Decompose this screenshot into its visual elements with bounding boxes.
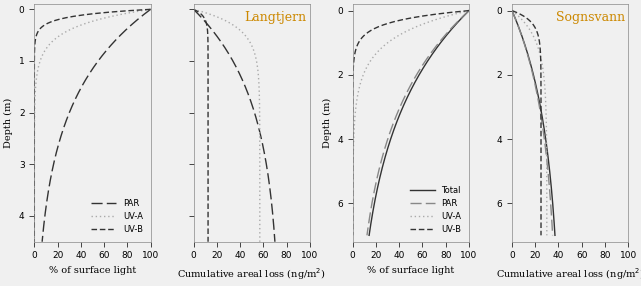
X-axis label: % of surface light: % of surface light [49, 266, 136, 275]
X-axis label: % of surface light: % of surface light [367, 266, 454, 275]
X-axis label: Cumulative areal loss (ng/m$^2$): Cumulative areal loss (ng/m$^2$) [178, 266, 326, 282]
Text: Sognsvann: Sognsvann [556, 11, 625, 24]
Legend: PAR, UV-A, UV-B: PAR, UV-A, UV-B [88, 196, 146, 238]
Legend: Total, PAR, UV-A, UV-B: Total, PAR, UV-A, UV-B [406, 182, 465, 238]
Y-axis label: Depth (m): Depth (m) [322, 98, 331, 148]
Y-axis label: Depth (m): Depth (m) [4, 98, 13, 148]
X-axis label: Cumulative areal loss (ng/m$^2$): Cumulative areal loss (ng/m$^2$) [495, 266, 641, 282]
Text: Langtjern: Langtjern [244, 11, 306, 24]
